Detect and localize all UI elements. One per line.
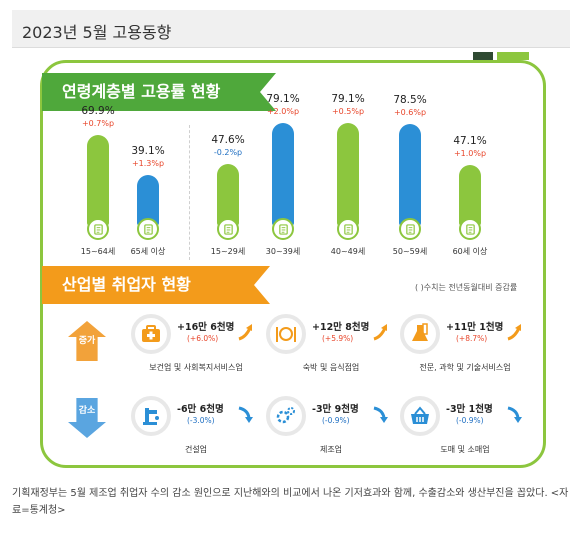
- industry-name: 숙박 및 음식점업: [302, 363, 360, 372]
- industry-change: (+6.0%): [187, 334, 219, 343]
- bar-value-label: 47.1%: [453, 135, 487, 147]
- industry-value: -3만 9천명: [312, 404, 359, 415]
- trend-up-arrow-icon: [236, 322, 256, 342]
- industry-name: 보건업 및 사회복지서비스업: [149, 363, 243, 372]
- bar-value-label: 79.1%: [331, 93, 365, 105]
- bar-change-label: +1.0%p: [453, 149, 487, 158]
- trend-down-arrow-icon: [371, 404, 391, 424]
- flask-icon: [400, 314, 440, 354]
- industry-change: (+8.7%): [456, 334, 488, 343]
- bar-category-label: 60세 이상: [452, 247, 488, 256]
- bar-change-label: +1.3%p: [131, 159, 165, 168]
- bar: [87, 135, 109, 226]
- industry-change: (-3.0%): [187, 416, 215, 425]
- bar-category-label: 50~59세: [392, 247, 428, 256]
- employment-rate-heading: 연령계층별 고용률 현황: [42, 73, 276, 111]
- trend-up-arrow-icon: [505, 322, 525, 342]
- bar: [217, 164, 239, 226]
- industry-change: (+5.9%): [322, 334, 354, 343]
- document-icon: [137, 218, 159, 240]
- industry-value: +11만 1천명: [446, 322, 504, 333]
- bar-change-label: +2.0%p: [266, 107, 300, 116]
- faucet-icon: [131, 396, 171, 436]
- industry-name: 전문, 과학 및 기술서비스업: [419, 363, 511, 372]
- article-caption: 기획재정부는 5월 제조업 취업자 수의 감소 원인으로 지난해와의 비교에서 …: [12, 488, 569, 516]
- trend-down-arrow-icon: [236, 404, 256, 424]
- article-title: 2023년 5월 고용동향: [22, 23, 172, 42]
- document-icon: [272, 218, 294, 240]
- document-icon: [459, 218, 481, 240]
- industry-value: -3만 1천명: [446, 404, 493, 415]
- industry-name: 제조업: [319, 445, 343, 454]
- bar-category-label: 65세 이상: [130, 247, 166, 256]
- bar-change-label: -0.2%p: [213, 148, 243, 157]
- trend-up-arrow-icon: [371, 322, 391, 342]
- bar-value-label: 78.5%: [393, 94, 427, 106]
- decor-tab-green: [497, 52, 529, 60]
- bar: [459, 165, 481, 226]
- change-note: ( )수치는 전년동월대비 증감률: [415, 283, 518, 292]
- bar-category-label: 15~29세: [210, 247, 246, 256]
- bar-change-label: +0.5%p: [331, 107, 365, 116]
- bar: [399, 124, 421, 226]
- bar-value-label: 79.1%: [266, 93, 300, 105]
- document-icon: [399, 218, 421, 240]
- bar-category-label: 15~64세: [80, 247, 116, 256]
- industry-name: 건설업: [184, 445, 208, 454]
- trend-down-arrow-icon: [505, 404, 525, 424]
- bar-change-label: +0.6%p: [393, 108, 427, 117]
- divider-dashed: [189, 125, 190, 260]
- bar-category-label: 40~49세: [330, 247, 366, 256]
- industry-heading: 산업별 취업자 현황: [42, 266, 270, 304]
- decor-tab-dark: [473, 52, 493, 60]
- industry-value: +12만 8천명: [312, 322, 370, 333]
- bar-value-label: 39.1%: [131, 145, 165, 157]
- document-icon: [217, 218, 239, 240]
- document-icon: [87, 218, 109, 240]
- shopping-basket-icon: [400, 396, 440, 436]
- first-aid-kit-icon: [131, 314, 171, 354]
- bar-change-label: +0.7%p: [81, 119, 115, 128]
- industry-name: 도매 및 소매업: [440, 445, 490, 454]
- industry-change: (-0.9%): [322, 416, 350, 425]
- bar: [337, 123, 359, 226]
- industry-change: (-0.9%): [456, 416, 484, 425]
- industry-value: +16만 6천명: [177, 322, 235, 333]
- fork-plate-knife-icon: [266, 314, 306, 354]
- industry-value: -6만 6천명: [177, 404, 224, 415]
- bar-category-label: 30~39세: [265, 247, 301, 256]
- bar: [137, 175, 159, 226]
- article-title-bar: 2023년 5월 고용동향: [12, 10, 570, 48]
- gears-icon: [266, 396, 306, 436]
- document-icon: [337, 218, 359, 240]
- bar-value-label: 47.6%: [211, 134, 245, 146]
- bar-value-label: 69.9%: [81, 105, 115, 117]
- bar: [272, 123, 294, 226]
